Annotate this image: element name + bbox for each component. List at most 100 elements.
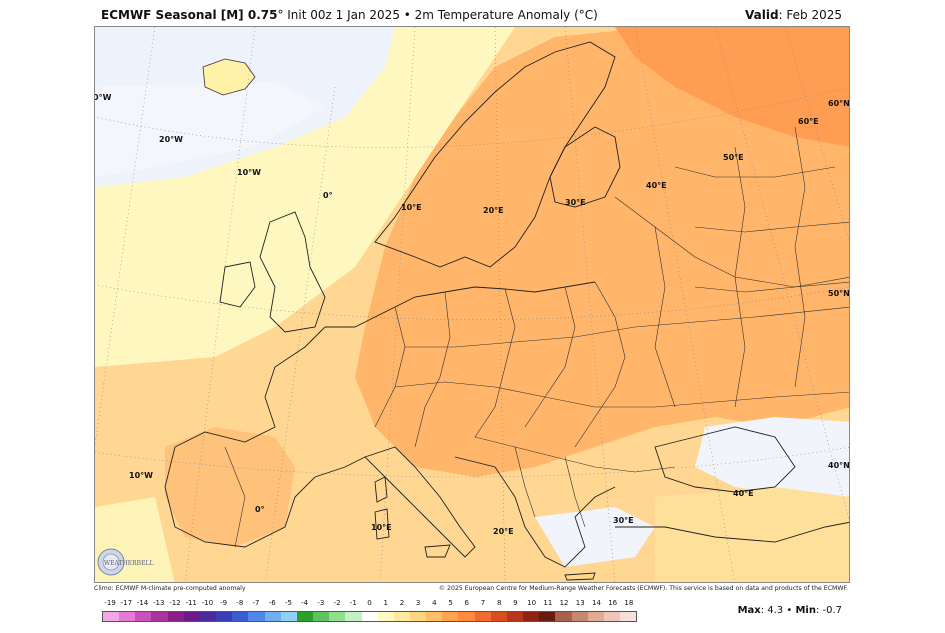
colorbar-tick-label: 5 — [448, 599, 453, 607]
graticule-line — [95, 447, 849, 478]
colorbar-tick-label: 2 — [399, 599, 405, 607]
colorbar-swatch — [555, 612, 572, 621]
min-label: Min — [795, 605, 816, 616]
britain-coast — [259, 211, 326, 333]
crete-coast — [564, 572, 596, 581]
colorbar-swatch — [135, 612, 152, 621]
colorbar-swatch — [506, 612, 524, 621]
border-line — [654, 226, 676, 408]
colorbar-swatch — [458, 612, 475, 621]
colorbar-swatch — [523, 612, 540, 621]
border-line — [514, 446, 536, 518]
graticule-label: 20°E — [493, 527, 514, 536]
italy-coast — [364, 446, 476, 558]
graticule-label: 10°E — [401, 203, 422, 212]
strongest-anomaly-region — [615, 27, 849, 147]
colorbar-tick-label: 1 — [383, 599, 388, 607]
chart-title-model: ECMWF Seasonal [M] 0.75 — [101, 8, 278, 22]
colorbar-tick-label: 7 — [480, 599, 486, 607]
graticule-line — [494, 27, 506, 582]
colorbar-tick-label: 4 — [432, 599, 437, 607]
valid-date: Valid: Feb 2025 — [745, 8, 842, 22]
colorbar-swatch — [280, 612, 297, 621]
white-region — [95, 82, 325, 177]
border-line — [694, 281, 849, 293]
graticule-label: 40°N — [828, 461, 850, 470]
graticule-label: 0° — [255, 505, 265, 514]
border-line — [405, 306, 849, 348]
logo-graphic: WEATHERBELL — [97, 548, 153, 576]
colorbar-tick-label: -6 — [268, 599, 276, 607]
colorbar-swatch — [409, 612, 427, 621]
sardinia-coast — [374, 508, 390, 540]
max-min-readout: Max: 4.3 • Min: -0.7 — [738, 605, 842, 616]
border-line — [414, 291, 451, 448]
scandinavia-coast — [374, 41, 616, 268]
graticule-label: 10°W — [237, 168, 261, 177]
colorbar-swatch — [345, 612, 362, 621]
graticule-label: 60°N — [828, 99, 850, 108]
colorbar-swatch — [248, 612, 265, 621]
graticule-line — [95, 284, 849, 320]
graticule-label: 10°E — [371, 523, 392, 532]
colorbar-tick-label: 11 — [543, 599, 553, 607]
colorbar-tick-label: 18 — [624, 599, 634, 607]
colorbar-tick-label: -3 — [317, 599, 325, 607]
colorbar-tick-label: -5 — [284, 599, 292, 607]
colorbar-tick-label: 10 — [527, 599, 537, 607]
colorbar-tick-label: -12 — [169, 599, 181, 607]
colorbar-tick-label: -9 — [220, 599, 228, 607]
border-line — [374, 306, 406, 428]
colorbar-tick-label: -4 — [301, 599, 309, 607]
colorbar — [102, 611, 637, 622]
graticule-label: 0° — [323, 191, 333, 200]
chart-title: ECMWF Seasonal [M] 0.75° Init 00z 1 Jan … — [101, 8, 598, 22]
border-line — [564, 456, 586, 528]
colorbar-swatch — [216, 612, 233, 621]
border-line — [574, 281, 626, 448]
colorbar-swatch — [264, 612, 281, 621]
weatherbell-logo: WEATHERBELL — [96, 545, 158, 579]
country-borders — [224, 126, 849, 548]
min-value: : -0.7 — [815, 605, 842, 616]
graticule-label: 0°W — [94, 93, 112, 102]
colorbar-swatch — [603, 612, 620, 621]
balkan-coast — [454, 456, 616, 568]
colorbar-tick-label: 13 — [575, 599, 585, 607]
turkey-coast — [615, 521, 849, 543]
colorbar-swatch — [474, 612, 491, 621]
ireland-coast — [219, 261, 256, 308]
colorbar-tick-label: -7 — [252, 599, 260, 607]
graticule-label: 20°E — [483, 206, 504, 215]
anomaly-map: 0°W 20°W 10°W 0° 10°E 20°E 30°E 40°E 50°… — [94, 26, 850, 583]
colorbar-tick-label: -11 — [185, 599, 197, 607]
colorbar-tick-label: 8 — [496, 599, 502, 607]
colorbar-swatch — [199, 612, 217, 621]
finland-coast — [549, 126, 621, 208]
colorbar-tick-label: 3 — [415, 599, 421, 607]
colorbar-tick-label: -14 — [136, 599, 149, 607]
colorbar-tick-label: -19 — [104, 599, 116, 607]
colorbar-swatch — [571, 612, 588, 621]
corsica-coast — [374, 476, 388, 503]
graticule — [95, 27, 849, 582]
colorbar-swatch — [119, 612, 136, 621]
graticule-label: 40°E — [646, 181, 667, 190]
colorbar-swatch — [620, 612, 637, 621]
border-line — [614, 196, 849, 288]
cool-region-aegean — [535, 507, 655, 567]
colorbar-tick-label: -13 — [153, 599, 165, 607]
graticule-label: 20°W — [159, 135, 183, 144]
graticule-label: 30°E — [565, 198, 586, 207]
graticule-label: 50°E — [723, 153, 744, 162]
colorbar-swatch — [167, 612, 184, 621]
border-line — [474, 436, 676, 473]
colorbar-tick-label: 16 — [608, 599, 618, 607]
valid-value: : Feb 2025 — [778, 8, 842, 22]
graticule-line — [95, 87, 849, 148]
colorbar-swatch — [329, 612, 346, 621]
max-value: : 4.3 • — [760, 605, 796, 616]
colorbar-swatch — [490, 612, 507, 621]
graticule-label: 60°E — [798, 117, 819, 126]
colorbar-swatch — [361, 612, 378, 621]
